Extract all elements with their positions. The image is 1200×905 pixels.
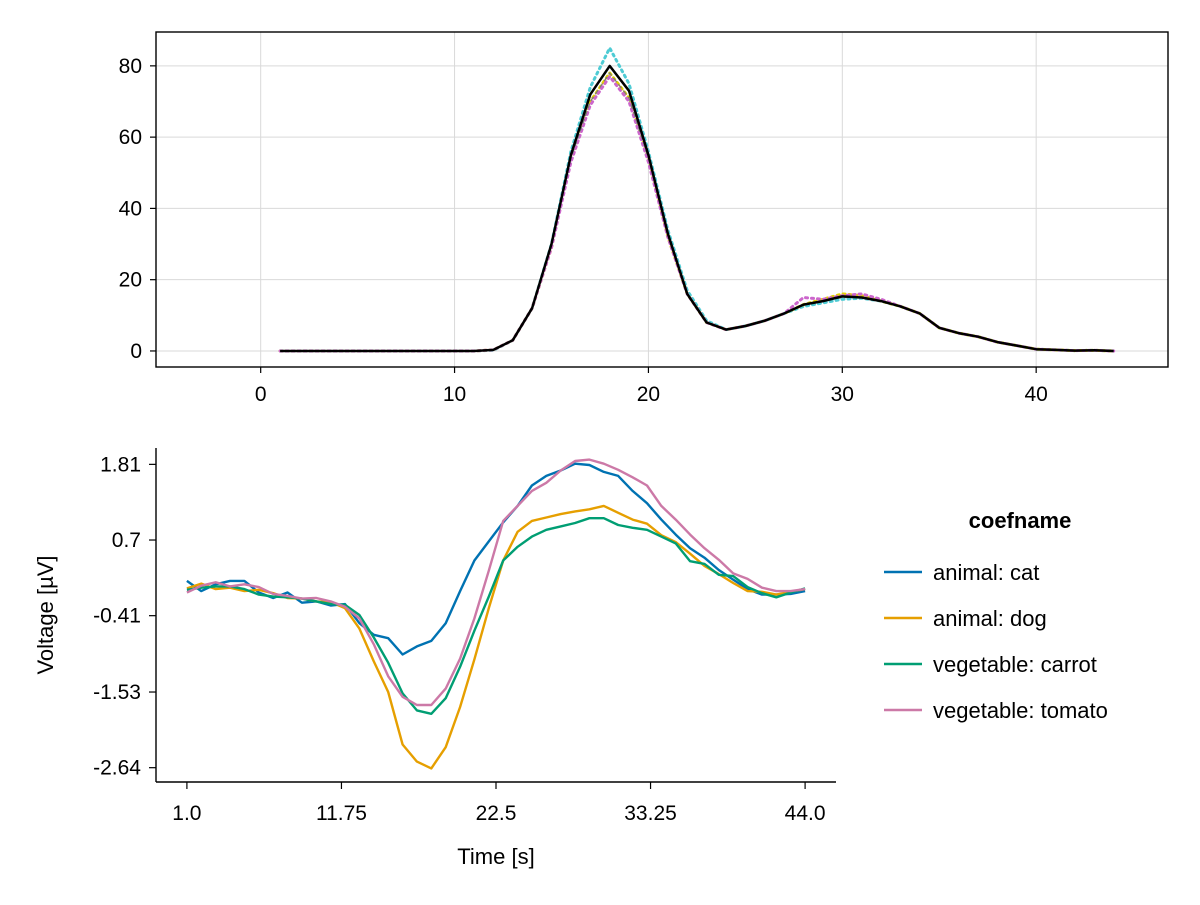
top-y-tick-label: 80 [119,55,142,78]
top-series-line-solid [280,64,1114,353]
bottom-x-tick-label: 44.0 [785,802,826,825]
top-plot-panel: 0 10 20 30 40 0 20 40 60 80 [119,31,1169,406]
top-y-tick-label: 60 [119,126,142,149]
bottom-y-tick-label: -2.64 [93,757,141,780]
bottom-x-tick-label: 22.5 [476,802,517,825]
top-x-axis-ticks: 0 10 20 30 40 [255,367,1048,406]
bottom-y-tick-label: 0.7 [112,529,141,552]
top-series-lines [278,46,1116,353]
bottom-x-axis-title: Time [s] [457,844,534,869]
bottom-y-tick-label: -0.41 [93,605,141,628]
top-axis-frame [155,31,1169,368]
legend-title: coefname [969,508,1072,533]
bottom-y-axis-ticks: 1.81 0.7 -0.41 -1.53 -2.64 [93,453,156,780]
bottom-plot-panel: 1.0 11.75 22.5 33.25 44.0 1.81 0.7 -0.41 -1.53 -… [33,448,836,869]
bottom-series-line [186,458,806,707]
legend-label: animal: cat [933,560,1039,585]
legend-items: animal: cat animal: dog vegetable: carrot v… [884,560,1108,723]
top-y-tick-label: 40 [119,197,142,220]
legend-label: animal: dog [933,606,1047,631]
bottom-series-lines [186,458,806,770]
top-y-tick-label: 20 [119,269,142,292]
top-x-tick-label: 30 [831,383,854,406]
top-x-tick-label: 20 [637,383,660,406]
top-x-tick-label: 0 [255,383,267,406]
bottom-series-line [186,462,806,656]
bottom-x-tick-label: 11.75 [316,802,367,825]
top-x-tick-label: 40 [1024,383,1047,406]
legend: coefname animal: cat animal: dog vegetable… [884,508,1108,723]
top-plot-area [156,32,1168,367]
legend-label: vegetable: carrot [933,652,1097,677]
bottom-x-tick-label: 33.25 [624,802,677,825]
top-grid [156,32,1168,367]
bottom-x-tick-label: 1.0 [172,802,201,825]
bottom-x-axis-ticks: 1.0 11.75 22.5 33.25 44.0 [172,782,826,825]
top-y-tick-label: 0 [130,340,142,363]
legend-label: vegetable: tomato [933,698,1108,723]
bottom-y-tick-label: 1.81 [100,453,141,476]
top-y-axis-ticks: 0 20 40 60 80 [119,55,156,363]
top-x-tick-label: 10 [443,383,466,406]
bottom-y-tick-label: -1.53 [93,681,141,704]
bottom-y-axis-title: Voltage [µV] [33,555,58,674]
